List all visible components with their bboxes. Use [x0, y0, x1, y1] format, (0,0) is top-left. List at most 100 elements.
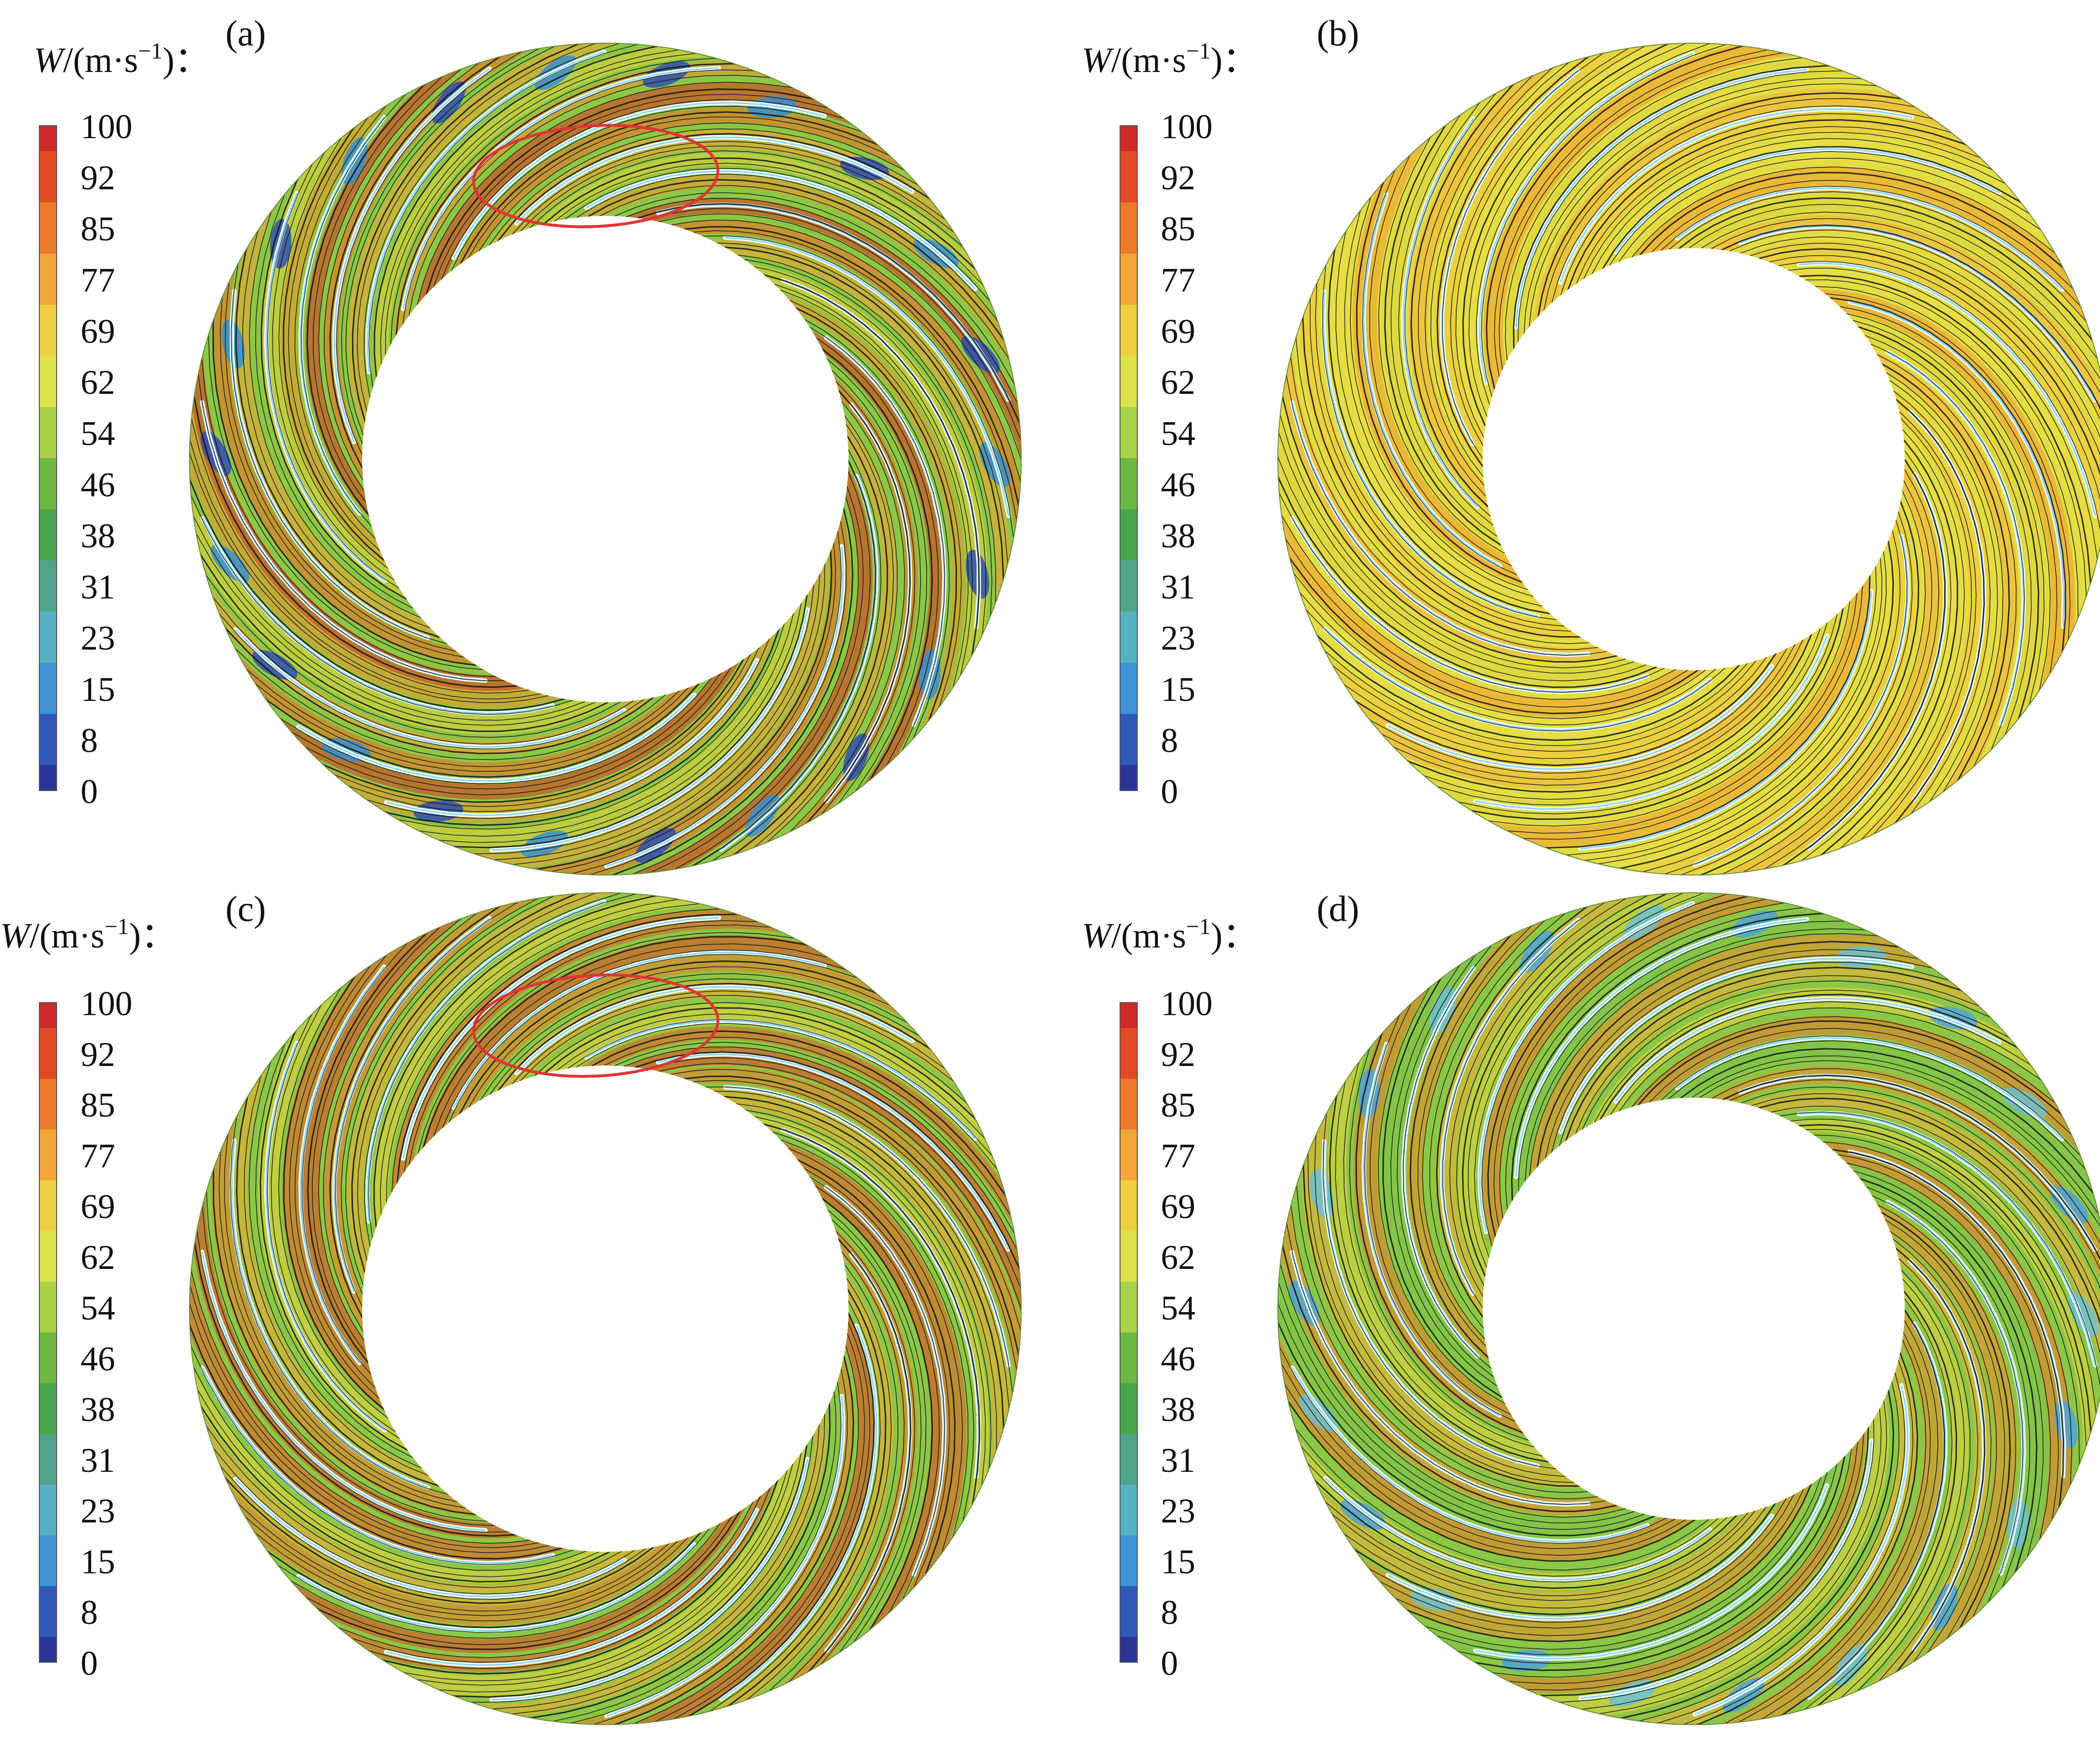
streamline [380, 896, 708, 1233]
streamline [531, 1007, 996, 1142]
streamline [1685, 1060, 2100, 1256]
colorbar-swatch [39, 1383, 57, 1409]
colorbar-tick-label: 23 [1161, 1492, 1195, 1530]
streamline [1278, 532, 1712, 714]
velocity-band [1776, 1261, 1969, 1725]
streamline [357, 43, 625, 429]
streamline [1523, 77, 1892, 351]
streamline [312, 908, 464, 1368]
streamline [1822, 304, 2058, 704]
colorbar-tick-label: 0 [1161, 772, 1178, 811]
streamline [320, 630, 766, 812]
colorbar-swatch [39, 1129, 57, 1156]
streamline [800, 369, 916, 837]
streamline [812, 348, 927, 815]
streamline [409, 585, 804, 843]
streamline [641, 1063, 1022, 1338]
colorbar-swatch [39, 484, 57, 510]
streamline [329, 43, 526, 484]
colorbar-swatch [39, 637, 57, 663]
colorbar-swatch [39, 355, 57, 382]
colorbar-tick-label: 38 [81, 1390, 115, 1429]
streamline [1773, 1118, 2099, 1444]
streamline [1499, 900, 1815, 1236]
streamline [1474, 893, 1734, 1273]
streamline [553, 1019, 1011, 1181]
streamline [721, 1263, 892, 1717]
colorbar-tick-label: 69 [1161, 1187, 1195, 1226]
streamline [1775, 437, 1952, 875]
velocity-band [1433, 43, 1675, 485]
colorbar-tick-label: 15 [81, 670, 115, 709]
streamline [1576, 980, 2017, 1146]
streamline [788, 311, 950, 766]
colorbar-swatch [1120, 1307, 1137, 1333]
streamline [266, 657, 731, 790]
colorbar-swatch [1120, 1231, 1137, 1257]
streamline [1820, 1153, 2059, 1550]
streamline [453, 111, 905, 281]
colorbar-swatch [39, 1535, 57, 1562]
streamline [1865, 1205, 2011, 1655]
streamline [1310, 645, 1766, 752]
panel-d: 100 92 85 77 69 62 54 46 38 31 23 15 8 0 W/(m·s−1)： (… [1082, 889, 2100, 1725]
colorbar-swatch [39, 1484, 57, 1511]
streamline [1278, 487, 1690, 700]
colorbar-swatch [1120, 586, 1137, 612]
streamline [1561, 967, 1990, 1158]
colorbar-swatch [39, 381, 57, 408]
streamline [542, 513, 842, 876]
velocity-band [1529, 933, 1965, 1194]
streamline [374, 43, 686, 395]
streamline [1848, 330, 2032, 763]
streamline [424, 577, 809, 849]
streamline [1696, 1324, 1926, 1725]
streamline [586, 1338, 854, 1725]
colorbar-swatch [39, 1332, 57, 1359]
streamline [1861, 1198, 2017, 1644]
streamline [627, 1316, 865, 1725]
blade-edge [1808, 1323, 1946, 1698]
blade-edge [386, 660, 758, 817]
streamline [1329, 1065, 1566, 1464]
streamline [283, 953, 400, 1420]
velocity-disk-d [1277, 892, 2100, 1725]
streamline [480, 978, 944, 1111]
streamline [368, 892, 665, 1256]
streamline [1278, 449, 1672, 688]
blade-edge [1403, 118, 1478, 508]
colorbar-tick-label: 38 [1161, 1390, 1195, 1429]
colorbar-tick-label: 77 [1161, 261, 1195, 299]
streamline [1417, 55, 1556, 508]
streamline [391, 908, 750, 1211]
streamline [1529, 83, 1907, 344]
velocity-band [1510, 911, 1913, 1221]
streamline [1524, 928, 1896, 1199]
blade-edge [1559, 958, 1912, 1133]
streamline [189, 467, 590, 715]
streamline [550, 168, 1009, 326]
colorbar-swatch [1120, 1510, 1137, 1536]
streamline [696, 1090, 1010, 1439]
streamline [1871, 364, 2004, 817]
colorbar-swatch [39, 739, 57, 766]
streamline [414, 82, 822, 323]
colorbar-swatch [1120, 739, 1137, 766]
velocity-band [1557, 964, 2013, 1161]
streamline [1793, 1278, 1958, 1724]
velocity-band [760, 1215, 917, 1704]
streamline [1288, 1174, 1615, 1499]
streamline [1278, 402, 1651, 674]
streamline [1335, 1052, 1560, 1459]
streamline [189, 1256, 557, 1548]
streamline [1476, 43, 1739, 421]
colorbar-swatch [39, 177, 57, 203]
streamline [541, 1363, 842, 1725]
colorbar-swatch [39, 1028, 57, 1054]
streamline [1445, 1439, 1847, 1671]
streamline [220, 268, 483, 659]
blade-edge [333, 917, 490, 1292]
colorbar-swatch [39, 1561, 57, 1587]
colorbar-tick-label: 15 [81, 1542, 115, 1581]
streamline [201, 329, 515, 677]
